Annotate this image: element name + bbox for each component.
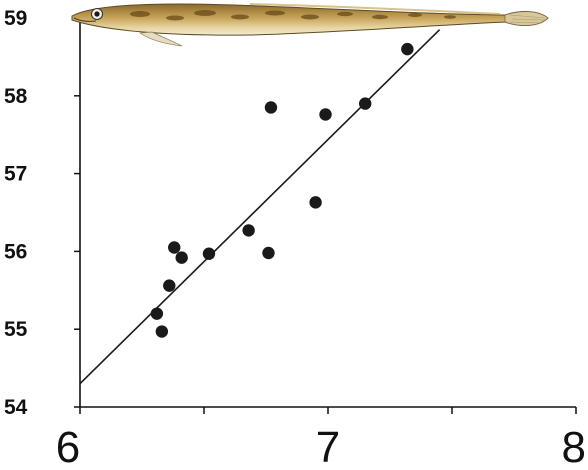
y-tick-label: 59 (4, 7, 27, 30)
data-point (262, 246, 275, 260)
data-point (202, 247, 216, 260)
data-point (155, 325, 169, 338)
data-point (359, 97, 372, 110)
y-tick-group: 54 55 56 57 58 59 (4, 7, 80, 419)
x-tick-label: 6 (56, 423, 80, 470)
y-axis: 54 55 56 57 58 59 (4, 7, 81, 419)
trendline-group (79, 29, 441, 385)
data-points-group (150, 42, 414, 338)
fish-illustration (71, 3, 549, 47)
data-point (163, 279, 176, 292)
data-point (175, 251, 188, 264)
y-tick-label: 58 (4, 85, 28, 108)
x-tick-group: 6 7 8 (56, 407, 586, 470)
y-tick-label: 54 (4, 396, 28, 419)
data-point (168, 241, 181, 254)
y-tick-label: 55 (4, 318, 28, 341)
y-tick-label: 56 (4, 240, 27, 263)
x-tick-label: 8 (562, 423, 586, 470)
trendline (79, 29, 441, 385)
data-point (242, 224, 255, 237)
data-point (401, 42, 414, 56)
x-tick-label: 7 (316, 423, 340, 470)
data-point (150, 307, 164, 320)
data-point (309, 196, 322, 209)
data-point (264, 101, 278, 114)
data-point (319, 108, 332, 121)
y-tick-label: 57 (4, 163, 27, 186)
x-axis: 6 7 8 (56, 406, 586, 470)
